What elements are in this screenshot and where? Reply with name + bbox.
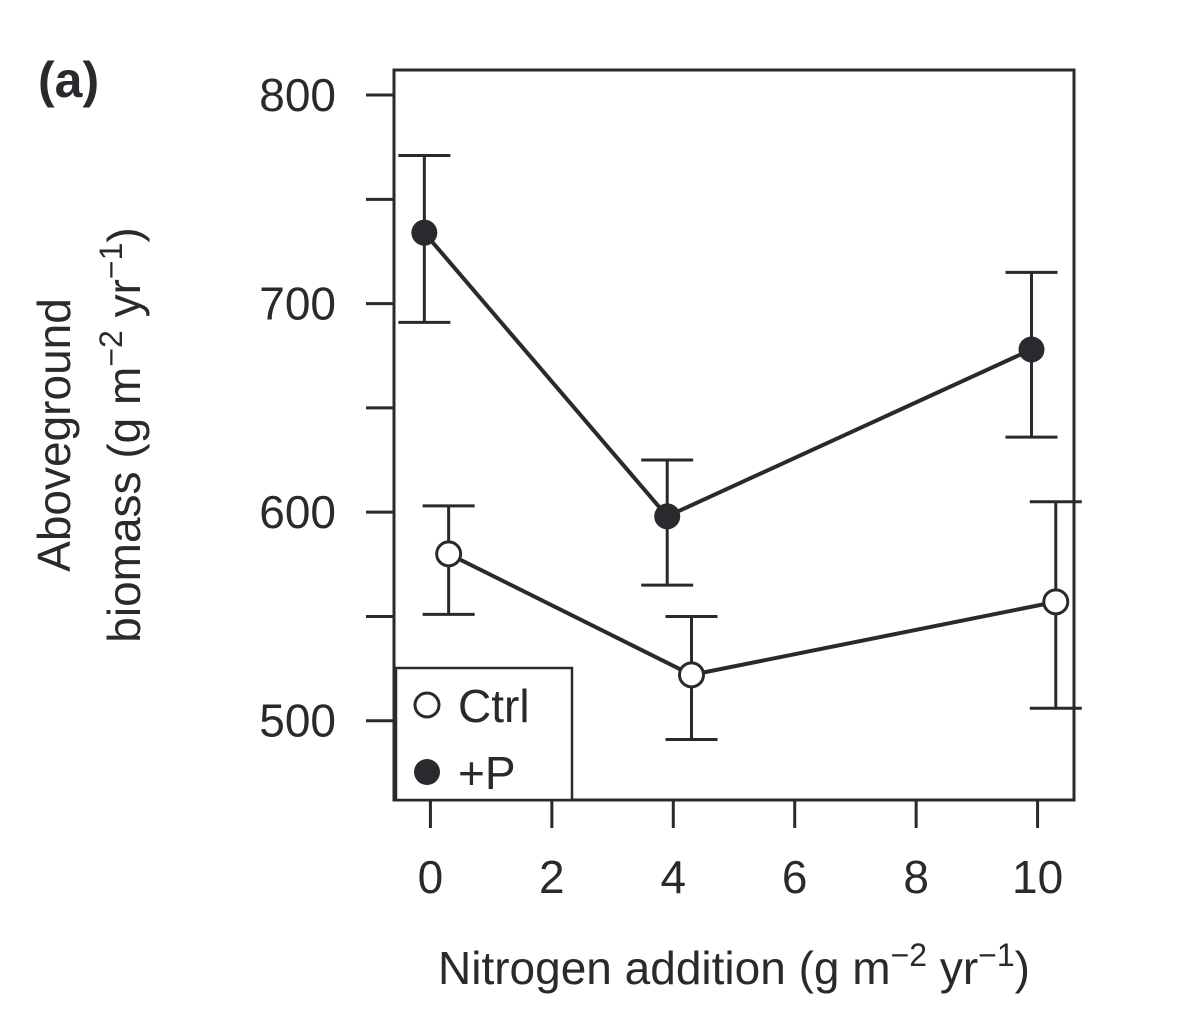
legend-p-marker: [414, 759, 440, 785]
panel-label: (a): [38, 52, 99, 108]
x-tick-label-6: 6: [782, 851, 808, 903]
data-point-ctrl-2: [1042, 588, 1070, 616]
legend-ctrl-label: Ctrl: [458, 680, 530, 732]
x-tick-label-10: 10: [1012, 851, 1063, 903]
legend-ctrl-marker: [413, 691, 441, 719]
plot-area: [398, 154, 1082, 742]
y-axis: 500 600 700 800: [259, 69, 394, 747]
plot-frame: [392, 68, 1076, 802]
series-p: [398, 154, 1058, 587]
data-point-p-1: [654, 503, 681, 530]
x-tick-label-2: 2: [539, 851, 565, 903]
data-point-p-2: [1018, 336, 1045, 363]
series-line-ctrl: [447, 552, 1057, 677]
series-line-p: [422, 231, 1033, 519]
data-point-ctrl-0: [435, 540, 463, 568]
series-ctrl: [422, 500, 1082, 742]
y-axis-title-line2: biomass (g m−2 yr−1): [93, 227, 150, 642]
y-tick-label-800: 800: [259, 69, 336, 121]
legend-p-label: +P: [458, 747, 516, 799]
y-tick-label-500: 500: [259, 695, 336, 747]
x-tick-label-4: 4: [660, 851, 686, 903]
x-axis-title: Nitrogen addition (g m−2 yr−1): [438, 937, 1030, 994]
y-tick-label-700: 700: [259, 278, 336, 330]
y-axis-title-line1: Aboveground: [28, 298, 80, 572]
x-tick-label-8: 8: [903, 851, 929, 903]
legend: Ctrl +P: [394, 666, 574, 802]
x-axis: 0 2 4 6 8 10: [418, 800, 1063, 903]
y-tick-label-600: 600: [259, 486, 336, 538]
x-tick-label-0: 0: [418, 851, 444, 903]
data-point-p-0: [411, 219, 438, 246]
data-point-ctrl-1: [678, 661, 705, 689]
